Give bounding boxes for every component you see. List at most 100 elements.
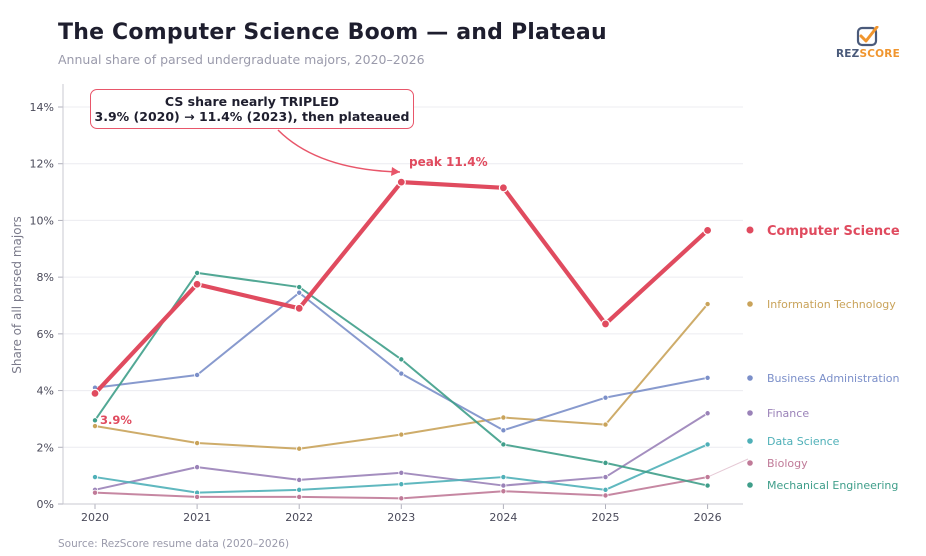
y-tick-label: 2% (37, 441, 54, 454)
x-tick-label: 2022 (285, 511, 313, 524)
data-point-mechanical-engineering (704, 482, 711, 489)
data-point-finance (704, 410, 711, 417)
callout-line-1: CS share nearly TRIPLED (164, 94, 340, 109)
data-point-data-science (92, 474, 99, 481)
data-point-computer-science (90, 388, 100, 399)
data-point-biology (296, 493, 303, 500)
data-point-data-science (602, 486, 609, 493)
data-point-computer-science (294, 303, 304, 313)
legend-marker-biology (747, 460, 753, 466)
series-finance (92, 410, 711, 493)
data-point-mechanical-engineering (500, 441, 507, 448)
legend-label-mechanical-engineering: Mechanical Engineering (767, 479, 898, 492)
data-point-computer-science (396, 177, 406, 187)
data-point-business-administration (194, 371, 201, 378)
y-tick-label: 12% (30, 158, 54, 171)
x-tick-label: 2020 (81, 511, 109, 524)
data-point-business-administration (398, 370, 405, 377)
data-point-data-science (398, 481, 405, 488)
data-point-mechanical-engineering (398, 356, 405, 363)
data-point-biology (398, 495, 405, 502)
data-point-information-technology (92, 423, 99, 430)
callout-arrow (277, 129, 401, 173)
logo-wordmark: REZSCORE (836, 48, 900, 60)
legend-label-information-technology: Information Technology (767, 298, 896, 311)
biology-label-connector (707, 458, 749, 478)
source-note: Source: RezScore resume data (2020–2026) (58, 538, 290, 550)
y-tick-label: 6% (37, 328, 54, 341)
series-business-administration (92, 289, 711, 434)
data-point-business-administration (500, 427, 507, 434)
data-point-biology (500, 488, 507, 495)
data-point-mechanical-engineering (194, 269, 201, 276)
peak-annotation: peak 11.4% (409, 155, 488, 169)
series-computer-science (90, 177, 713, 399)
gridlines (63, 106, 743, 505)
data-point-business-administration (704, 374, 711, 381)
data-point-data-science (296, 486, 303, 493)
legend-label-data-science: Data Science (767, 435, 840, 448)
callout-box: CS share nearly TRIPLED 3.9% (2020) → 11… (90, 89, 414, 129)
data-point-data-science (704, 441, 711, 448)
data-point-finance (296, 476, 303, 483)
series-information-technology (92, 301, 711, 452)
callout-line-2: 3.9% (2020) → 11.4% (2023), then plateau… (94, 109, 410, 124)
data-point-computer-science (192, 279, 202, 289)
legend-marker-finance (747, 410, 753, 416)
data-point-information-technology (398, 431, 405, 438)
x-tick-label: 2023 (387, 511, 415, 524)
data-point-information-technology (602, 421, 609, 428)
data-point-information-technology (704, 301, 711, 308)
data-point-biology (602, 492, 609, 499)
y-tick-label: 14% (30, 101, 54, 114)
data-point-information-technology (296, 445, 303, 452)
legend-marker-computer-science (746, 226, 754, 234)
data-point-biology (194, 493, 201, 500)
y-tick-label: 10% (30, 214, 54, 227)
data-point-biology (704, 474, 711, 481)
rezscore-logo: REZSCORE (836, 25, 900, 66)
legend-marker-business-administration (747, 375, 753, 381)
data-point-information-technology (194, 440, 201, 447)
x-axis-ticks: 2020 2021 2022 2023 2024 2025 2026 (81, 504, 722, 524)
checkmark-badge-icon (856, 25, 879, 47)
x-tick-label: 2021 (183, 511, 211, 524)
data-point-business-administration (602, 394, 609, 401)
y-tick-label: 4% (37, 385, 54, 398)
data-point-mechanical-engineering (602, 459, 609, 466)
series-lines (90, 177, 749, 502)
legend-marker-data-science (747, 438, 753, 444)
legend-marker-information-technology (747, 301, 753, 307)
legend-label-computer-science: Computer Science (767, 224, 900, 239)
series-biology (92, 474, 711, 502)
legend-label-biology: Biology (767, 457, 808, 470)
legend: Computer Science Information Technology Bu… (746, 224, 900, 492)
start-annotation: 3.9% (100, 413, 132, 427)
data-point-business-administration (296, 289, 303, 296)
data-point-mechanical-engineering (296, 284, 303, 291)
data-point-finance (500, 482, 507, 489)
data-point-computer-science (600, 319, 611, 329)
series-line-finance (94, 412, 709, 491)
y-axis-label: Share of all parsed majors (10, 216, 24, 374)
y-tick-label: 0% (37, 498, 54, 511)
legend-label-business-administration: Business Administration (767, 372, 900, 385)
series-data-science (92, 441, 711, 496)
legend-marker-mechanical-engineering (747, 482, 753, 488)
series-line-mechanical-engineering (94, 271, 709, 487)
callout-arrowhead (391, 167, 400, 176)
chart-subtitle: Annual share of parsed undergraduate maj… (58, 52, 425, 67)
data-point-biology (92, 489, 99, 496)
data-point-finance (194, 464, 201, 471)
data-point-finance (398, 469, 405, 476)
y-tick-label: 8% (37, 271, 54, 284)
data-point-data-science (500, 474, 507, 481)
series-mechanical-engineering (92, 269, 711, 489)
data-point-computer-science (498, 183, 508, 193)
x-tick-label: 2025 (592, 511, 620, 524)
data-point-information-technology (500, 414, 507, 421)
legend-label-finance: Finance (767, 407, 809, 420)
data-point-finance (602, 474, 609, 481)
x-tick-label: 2026 (694, 511, 722, 524)
